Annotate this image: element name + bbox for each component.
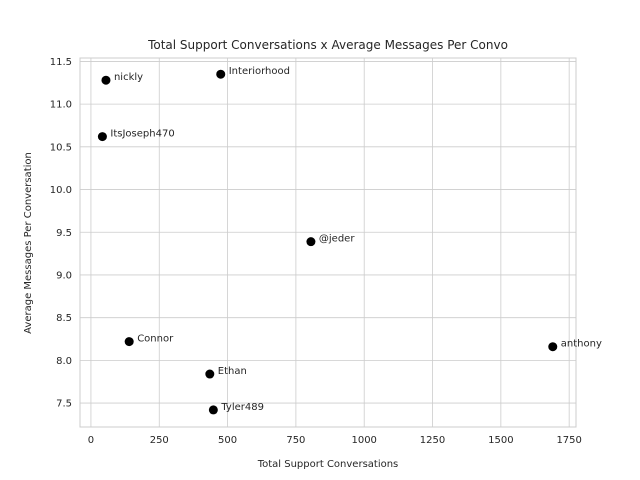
grid <box>80 58 576 427</box>
y-tick-label: 11.0 <box>50 100 72 111</box>
y-tick-label: 8.5 <box>56 313 72 324</box>
x-tick-label: 0 <box>88 435 94 446</box>
point-label: ItsJoseph470 <box>110 129 174 140</box>
y-axis-label: Average Messages Per Conversation <box>23 152 34 334</box>
scatter-point <box>306 237 316 247</box>
scatter-point <box>97 132 107 142</box>
scatter-point <box>208 405 218 415</box>
y-tick-label: 7.5 <box>56 399 72 410</box>
scatter-point <box>101 75 111 85</box>
point-label: nickly <box>114 72 143 83</box>
data-points: nickly Interiorhood ItsJoseph470 @jeder Conn… <box>97 66 602 415</box>
x-tick-label: 750 <box>286 435 305 446</box>
scatter-point <box>205 369 215 379</box>
x-axis-label: Total Support Conversations <box>257 459 399 470</box>
x-ticks: 0 250 500 750 1000 1250 1500 1750 <box>88 435 582 446</box>
point-label: Connor <box>137 334 174 345</box>
y-tick-label: 8.0 <box>56 356 72 367</box>
x-tick-label: 1500 <box>488 435 513 446</box>
y-tick-label: 11.5 <box>50 57 72 68</box>
y-ticks: 7.5 8.0 8.5 9.0 9.5 10.0 10.5 11.0 11.5 <box>50 57 72 410</box>
point-label: Tyler489 <box>220 402 264 413</box>
chart-title: Total Support Conversations x Average Me… <box>147 38 508 52</box>
y-tick-label: 9.5 <box>56 228 72 239</box>
point-label: anthony <box>561 339 602 350</box>
x-tick-label: 500 <box>218 435 237 446</box>
point-label: Interiorhood <box>229 66 290 77</box>
x-tick-label: 1750 <box>556 435 581 446</box>
point-label: Ethan <box>218 366 247 377</box>
y-tick-label: 10.5 <box>50 142 72 153</box>
x-tick-label: 1000 <box>351 435 376 446</box>
scatter-point <box>124 337 134 347</box>
point-label: @jeder <box>319 234 355 245</box>
scatter-point <box>216 69 226 79</box>
x-tick-label: 250 <box>150 435 169 446</box>
scatter-point <box>548 342 558 352</box>
y-tick-label: 10.0 <box>50 185 72 196</box>
x-tick-label: 1250 <box>420 435 445 446</box>
plot-frame <box>79 57 577 428</box>
y-tick-label: 9.0 <box>56 270 72 281</box>
